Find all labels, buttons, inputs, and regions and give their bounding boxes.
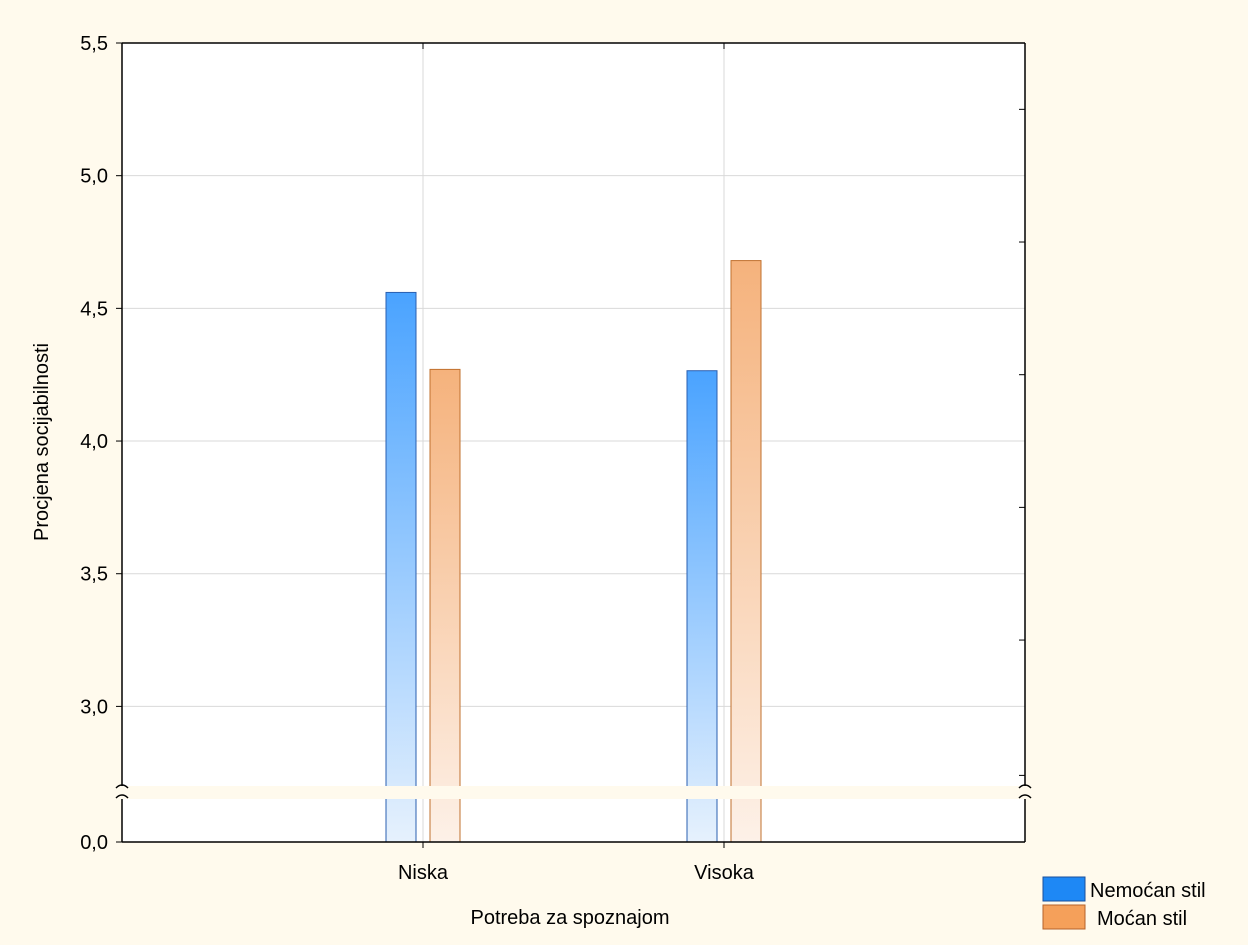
legend-swatch — [1042, 904, 1086, 930]
axes — [110, 42, 1037, 848]
gridlines — [122, 43, 1025, 842]
y-tick-label: 0,0 — [80, 832, 108, 854]
y-tick-label: 5,0 — [80, 166, 108, 188]
legend-label: Moćan stil — [1097, 908, 1187, 930]
axis-break-mark — [1018, 794, 1032, 799]
axis-break-band — [110, 786, 1037, 799]
bar-moćan-stil — [730, 260, 762, 843]
plot-area — [122, 43, 1025, 842]
legend: Nemoćan stil Moćan stil — [1042, 876, 1206, 930]
x-tick-label: Visoka — [694, 862, 755, 884]
x-tick-labels: Niska Visoka — [398, 862, 755, 884]
axis-break-mark — [115, 784, 129, 789]
legend-swatch — [1042, 876, 1086, 902]
y-tick-labels: 0,0 3,0 3,5 4,0 4,5 5,0 5,5 — [80, 33, 108, 854]
y-axis-label: Procjena socijabilnosti — [31, 343, 53, 541]
y-tick-label: 5,5 — [80, 33, 108, 55]
bar-nemoćan-stil — [385, 291, 417, 843]
bar-nemoćan-stil — [686, 370, 718, 843]
y-tick-label: 3,0 — [80, 696, 108, 718]
legend-label: Nemoćan stil — [1090, 880, 1206, 902]
y-tick-label: 3,5 — [80, 564, 108, 586]
axis-break-mark — [115, 794, 129, 799]
x-axis-label: Potreba za spoznajom — [470, 907, 669, 929]
y-tick-label: 4,0 — [80, 431, 108, 453]
bar-moćan-stil — [429, 368, 461, 843]
x-tick-label: Niska — [398, 862, 449, 884]
y-tick-label: 4,5 — [80, 298, 108, 320]
axis-break-mark — [1018, 784, 1032, 789]
